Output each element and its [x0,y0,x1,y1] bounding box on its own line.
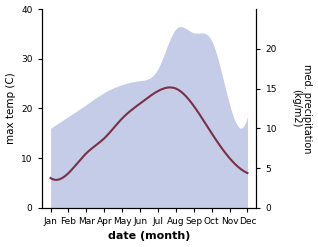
Y-axis label: max temp (C): max temp (C) [5,73,16,144]
Y-axis label: med. precipitation
(kg/m2): med. precipitation (kg/m2) [291,64,313,153]
X-axis label: date (month): date (month) [108,231,190,242]
